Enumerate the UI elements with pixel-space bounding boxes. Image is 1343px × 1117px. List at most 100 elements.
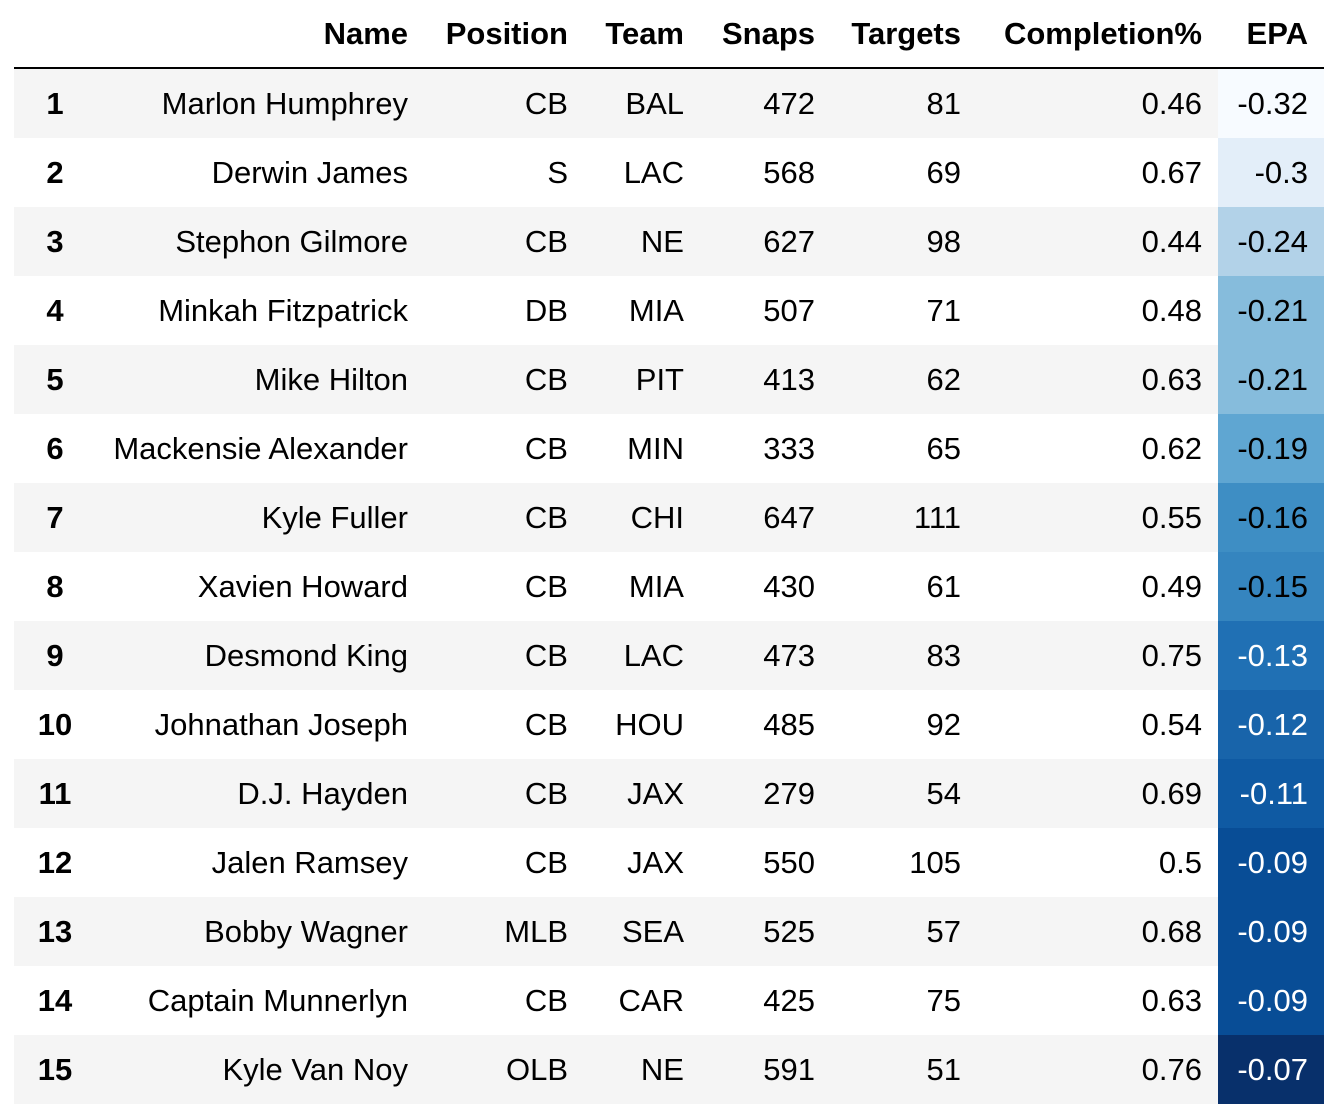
player-completion: 0.75 <box>977 621 1218 690</box>
player-targets: 69 <box>831 138 977 207</box>
header-name: Name <box>100 0 424 69</box>
player-position: CB <box>424 207 584 276</box>
player-completion: 0.49 <box>977 552 1218 621</box>
row-index: 14 <box>14 966 100 1035</box>
header-targets: Targets <box>831 0 977 69</box>
player-team: CAR <box>584 966 700 1035</box>
row-index: 2 <box>14 138 100 207</box>
header-index <box>14 0 100 69</box>
player-targets: 83 <box>831 621 977 690</box>
player-name: Minkah Fitzpatrick <box>100 276 424 345</box>
player-targets: 105 <box>831 828 977 897</box>
player-epa: -0.19 <box>1218 414 1324 483</box>
row-index: 7 <box>14 483 100 552</box>
row-index: 12 <box>14 828 100 897</box>
row-index: 10 <box>14 690 100 759</box>
player-position: OLB <box>424 1035 584 1104</box>
player-position: CB <box>424 414 584 483</box>
player-team: HOU <box>584 690 700 759</box>
player-targets: 92 <box>831 690 977 759</box>
player-completion: 0.63 <box>977 345 1218 414</box>
player-snaps: 525 <box>700 897 831 966</box>
player-snaps: 550 <box>700 828 831 897</box>
player-name: Marlon Humphrey <box>100 68 424 138</box>
player-completion: 0.68 <box>977 897 1218 966</box>
row-index: 5 <box>14 345 100 414</box>
player-snaps: 472 <box>700 68 831 138</box>
player-targets: 75 <box>831 966 977 1035</box>
player-targets: 98 <box>831 207 977 276</box>
player-completion: 0.44 <box>977 207 1218 276</box>
player-snaps: 591 <box>700 1035 831 1104</box>
player-snaps: 430 <box>700 552 831 621</box>
player-snaps: 413 <box>700 345 831 414</box>
player-completion: 0.76 <box>977 1035 1218 1104</box>
player-epa: -0.09 <box>1218 897 1324 966</box>
player-team: PIT <box>584 345 700 414</box>
player-snaps: 647 <box>700 483 831 552</box>
table-row: 12 Jalen Ramsey CB JAX 550 105 0.5 -0.09 <box>14 828 1324 897</box>
player-position: CB <box>424 828 584 897</box>
player-stats-table: Name Position Team Snaps Targets Complet… <box>14 0 1324 1104</box>
player-snaps: 473 <box>700 621 831 690</box>
header-row: Name Position Team Snaps Targets Complet… <box>14 0 1324 69</box>
player-team: BAL <box>584 68 700 138</box>
player-team: MIA <box>584 276 700 345</box>
player-position: CB <box>424 759 584 828</box>
player-epa: -0.21 <box>1218 345 1324 414</box>
table-row: 9 Desmond King CB LAC 473 83 0.75 -0.13 <box>14 621 1324 690</box>
player-name: Stephon Gilmore <box>100 207 424 276</box>
player-epa: -0.21 <box>1218 276 1324 345</box>
table-row: 3 Stephon Gilmore CB NE 627 98 0.44 -0.24 <box>14 207 1324 276</box>
player-snaps: 507 <box>700 276 831 345</box>
player-epa: -0.16 <box>1218 483 1324 552</box>
player-epa: -0.24 <box>1218 207 1324 276</box>
player-completion: 0.48 <box>977 276 1218 345</box>
table-row: 13 Bobby Wagner MLB SEA 525 57 0.68 -0.09 <box>14 897 1324 966</box>
table-row: 8 Xavien Howard CB MIA 430 61 0.49 -0.15 <box>14 552 1324 621</box>
player-epa: -0.15 <box>1218 552 1324 621</box>
table-row: 5 Mike Hilton CB PIT 413 62 0.63 -0.21 <box>14 345 1324 414</box>
player-name: Mackensie Alexander <box>100 414 424 483</box>
player-position: DB <box>424 276 584 345</box>
player-position: CB <box>424 690 584 759</box>
player-position: S <box>424 138 584 207</box>
player-completion: 0.67 <box>977 138 1218 207</box>
player-team: LAC <box>584 621 700 690</box>
player-completion: 0.55 <box>977 483 1218 552</box>
row-index: 11 <box>14 759 100 828</box>
player-snaps: 333 <box>700 414 831 483</box>
player-position: CB <box>424 621 584 690</box>
table-row: 15 Kyle Van Noy OLB NE 591 51 0.76 -0.07 <box>14 1035 1324 1104</box>
header-snaps: Snaps <box>700 0 831 69</box>
row-index: 6 <box>14 414 100 483</box>
player-team: NE <box>584 1035 700 1104</box>
player-targets: 57 <box>831 897 977 966</box>
player-name: Mike Hilton <box>100 345 424 414</box>
player-targets: 65 <box>831 414 977 483</box>
player-name: Captain Munnerlyn <box>100 966 424 1035</box>
player-snaps: 485 <box>700 690 831 759</box>
player-team: JAX <box>584 759 700 828</box>
player-targets: 62 <box>831 345 977 414</box>
player-position: CB <box>424 966 584 1035</box>
player-name: Bobby Wagner <box>100 897 424 966</box>
table-row: 7 Kyle Fuller CB CHI 647 111 0.55 -0.16 <box>14 483 1324 552</box>
player-team: MIN <box>584 414 700 483</box>
player-position: CB <box>424 483 584 552</box>
player-epa: -0.09 <box>1218 966 1324 1035</box>
header-team: Team <box>584 0 700 69</box>
row-index: 3 <box>14 207 100 276</box>
player-team: JAX <box>584 828 700 897</box>
table-body: 1 Marlon Humphrey CB BAL 472 81 0.46 -0.32 2 Derw… <box>14 68 1324 1104</box>
player-position: CB <box>424 552 584 621</box>
player-name: Jalen Ramsey <box>100 828 424 897</box>
row-index: 9 <box>14 621 100 690</box>
player-completion: 0.63 <box>977 966 1218 1035</box>
player-snaps: 279 <box>700 759 831 828</box>
player-completion: 0.5 <box>977 828 1218 897</box>
player-name: Kyle Fuller <box>100 483 424 552</box>
player-snaps: 568 <box>700 138 831 207</box>
row-index: 4 <box>14 276 100 345</box>
player-name: Kyle Van Noy <box>100 1035 424 1104</box>
